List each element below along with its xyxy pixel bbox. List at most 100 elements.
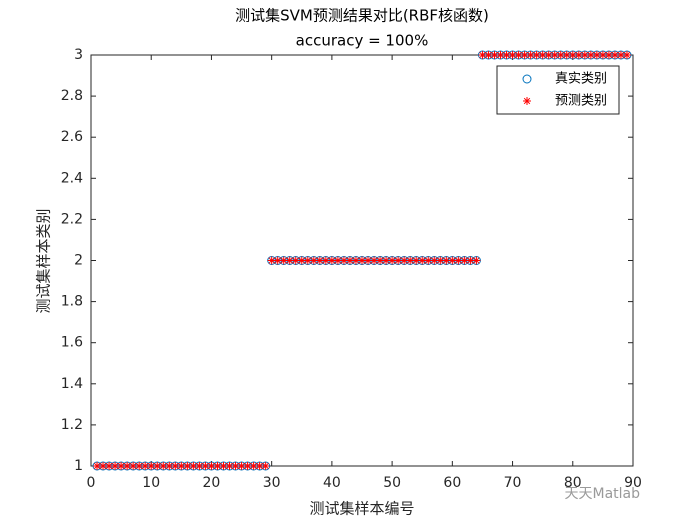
point [490,51,499,59]
point [604,51,613,59]
point [279,256,288,265]
point [526,51,535,59]
point [111,462,120,470]
point [303,256,312,265]
point [586,51,595,59]
y-axis-label: 测试集样本类别 [35,208,53,313]
point [610,51,619,59]
point [436,256,445,265]
point [562,51,571,59]
x-tick-label: 40 [323,475,341,491]
point [129,462,138,470]
point [466,256,475,265]
point [556,51,565,59]
legend-label: 预测类别 [555,94,607,109]
y-tick-label: 1 [74,458,83,474]
x-tick-label: 60 [443,475,461,491]
point [237,462,246,470]
point [177,462,186,470]
point [195,462,204,470]
point [550,51,559,59]
point [201,462,210,470]
point [291,256,300,265]
x-tick-label: 0 [87,475,96,491]
point [339,256,348,265]
point [484,51,493,59]
point [123,462,132,470]
x-tick-label: 90 [624,475,642,491]
point [544,51,553,59]
point [147,462,156,470]
point [502,51,511,59]
point [472,256,481,265]
y-tick-label: 1.4 [61,376,83,392]
point [189,462,198,470]
point [135,462,144,470]
point [388,256,397,265]
point [183,462,192,470]
point [508,51,517,59]
legend-marker [523,97,531,105]
point [532,51,541,59]
x-tick-label: 30 [263,475,281,491]
point [255,462,264,470]
point [496,51,505,59]
y-tick-label: 2.4 [61,170,83,186]
legend-marker [522,74,532,84]
chart-title: 测试集SVM预测结果对比(RBF核函数) [235,7,489,25]
point [460,256,469,265]
point [358,256,366,265]
x-tick-label: 50 [383,475,401,491]
point [333,256,342,265]
point [598,51,607,59]
y-tick-label: 1.6 [61,335,83,351]
point [616,51,625,59]
point [351,256,360,265]
chart-subtitle: accuracy = 100% [296,32,429,50]
point [315,256,324,265]
point [159,462,168,470]
point [165,462,174,470]
point [400,256,409,265]
point [514,51,523,59]
y-tick-label: 1.8 [61,294,83,310]
point [418,256,427,265]
point [370,256,379,265]
point [153,462,162,470]
point [231,462,240,470]
y-tick-label: 2 [74,253,83,269]
y-tick-label: 3 [74,47,83,63]
point [442,256,451,265]
point [424,256,433,265]
x-tick-label: 10 [142,475,160,491]
legend-label: 真实类别 [555,72,607,87]
y-tick-label: 2.8 [61,88,83,104]
point [376,256,385,265]
point [261,462,270,470]
point [520,51,529,59]
point [382,256,391,265]
point [454,256,463,265]
point [574,51,583,59]
point [171,462,180,470]
point [568,51,577,59]
point [285,256,294,265]
point [249,462,258,470]
point [267,256,276,265]
point [394,256,403,265]
watermark: 天天Matlab [564,486,640,502]
point [273,256,282,265]
point [117,462,126,470]
point [225,462,234,470]
point [99,462,108,470]
point [141,462,150,470]
x-tick-label: 80 [564,475,582,491]
point [592,51,601,59]
point [207,462,216,470]
point [105,462,114,470]
point [364,256,373,265]
point [538,51,547,59]
point [622,51,631,59]
y-tick-label: 1.2 [61,417,83,433]
